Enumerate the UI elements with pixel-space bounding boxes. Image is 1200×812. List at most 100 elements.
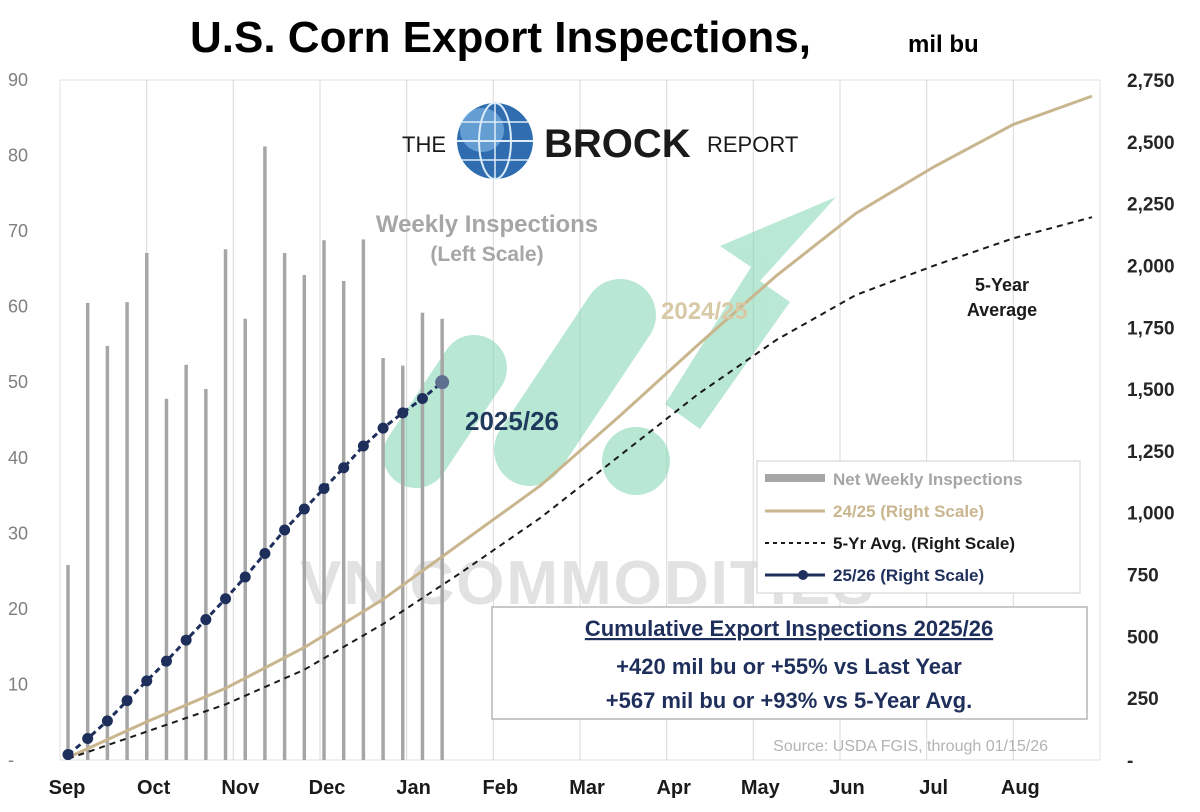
line-25-26-point [435, 375, 450, 390]
x-axis-tick: May [741, 777, 781, 799]
weekly-bar [263, 146, 267, 760]
right-axis-tick: 750 [1127, 566, 1159, 587]
summary-box: Cumulative Export Inspections 2025/26 +4… [491, 606, 1088, 720]
weekly-bar [105, 345, 110, 760]
line-5yr-avg [67, 216, 1093, 760]
x-axis-tick: Apr [656, 777, 691, 799]
left-axis-tick: 30 [8, 523, 28, 543]
weekly-bar [145, 253, 149, 760]
line-25-26-point [141, 675, 153, 687]
right-axis-tick: 1,000 [1127, 504, 1175, 525]
summary-box-frame [491, 606, 1088, 720]
weekly-bar [440, 318, 444, 760]
globe-highlight [460, 108, 504, 152]
right-axis-tick: 2,750 [1127, 71, 1175, 92]
line-25-26-point [180, 634, 192, 646]
x-axis-tick: Feb [483, 777, 519, 799]
line-25-26-point [82, 732, 94, 744]
left-axis-tick: - [8, 750, 14, 770]
chart-title-unit: mil bu [908, 31, 979, 58]
line-25-26-point [338, 462, 350, 474]
source-note: Source: USDA FGIS, through 01/15/26 [773, 738, 1048, 755]
trend-arrow-bar-2 [494, 279, 656, 486]
legend-label-24-25: 24/25 (Right Scale) [833, 502, 984, 521]
x-axis-tick: Aug [1001, 777, 1040, 799]
weekly-inspections-sublabel: (Left Scale) [430, 243, 543, 266]
legend-label-25-26: 25/26 (Right Scale) [833, 566, 984, 585]
right-axis-tick: 250 [1127, 689, 1159, 710]
weekly-bar [125, 302, 129, 760]
line-25-26-point [416, 392, 428, 404]
left-axis-tick: 50 [8, 372, 28, 392]
weekly-bar [361, 239, 366, 760]
legend-box [756, 460, 1081, 594]
label-2025-26: 2025/26 [465, 406, 559, 436]
line-25-26-point [298, 503, 310, 515]
legend-label-weekly: Net Weekly Inspections [833, 470, 1023, 489]
left-axis-tick: 80 [8, 146, 28, 166]
weekly-bar [282, 253, 287, 760]
left-axis-tick: 20 [8, 599, 28, 619]
x-axis-tick: Jun [829, 777, 865, 799]
legend-swatch-25-26-marker [798, 570, 808, 580]
x-axis-tick: Oct [137, 777, 171, 799]
line-25-26-point [397, 407, 409, 419]
weekly-bar [381, 358, 385, 760]
chart-title: U.S. Corn Export Inspections, [190, 13, 811, 62]
x-axis-tick: Dec [309, 777, 346, 799]
weekly-bar [401, 365, 405, 760]
weekly-bar [204, 389, 208, 760]
left-axis-tick: 90 [8, 70, 28, 90]
weekly-bar [243, 318, 247, 760]
summary-title: Cumulative Export Inspections 2025/26 [585, 616, 993, 641]
weekly-bar [420, 312, 425, 760]
line-25-26-point [377, 422, 389, 434]
weekly-bar [184, 364, 188, 760]
right-axis-tick: 1,750 [1127, 318, 1175, 339]
line-24-25 [67, 94, 1093, 759]
weekly-bar [223, 249, 228, 760]
line-25-26-point [259, 548, 271, 560]
label-2024-25: 2024/25 [661, 298, 748, 325]
left-axis-tick: 70 [8, 221, 28, 241]
summary-line-1: +420 mil bu or +55% vs Last Year [616, 654, 962, 679]
left-axis-tick: 60 [8, 297, 28, 317]
weekly-inspection-bars [66, 146, 444, 760]
line-25-26-point [220, 593, 232, 605]
weekly-bar [66, 565, 70, 760]
right-axis-tick: - [1127, 751, 1133, 772]
weekly-bar [341, 280, 346, 760]
line-25-26-point [62, 749, 74, 761]
brock-report-logo: THE BROCK REPORT [402, 102, 798, 180]
summary-line-2: +567 mil bu or +93% vs 5-Year Avg. [606, 688, 972, 713]
line-25-26-point [239, 571, 251, 583]
legend: Net Weekly Inspections 24/25 (Right Scal… [756, 460, 1081, 594]
weekly-bar [164, 398, 169, 760]
weekly-bar [85, 302, 90, 760]
line-25-26-point [121, 695, 133, 707]
trend-arrows-graphic [383, 197, 836, 495]
trend-arrow-bar-1 [383, 335, 507, 488]
legend-swatch-weekly [765, 474, 825, 482]
right-axis-tick: 500 [1127, 627, 1159, 648]
weekly-bar [322, 240, 326, 760]
line-25-26-point [101, 715, 113, 727]
line-25-26-point [318, 482, 330, 494]
legend-label-5yr: 5-Yr Avg. (Right Scale) [833, 534, 1015, 553]
weekly-inspections-label: Weekly Inspections [376, 211, 598, 238]
weekly-bar [302, 274, 307, 760]
trend-arrow-dot [602, 427, 670, 495]
left-axis-tick: 10 [8, 674, 28, 694]
line-25-26-point [200, 614, 212, 626]
right-axis-tick: 2,500 [1127, 133, 1175, 154]
logo-the: THE [402, 132, 446, 157]
x-axis-tick: Sep [49, 777, 86, 799]
left-axis-ticks: 90 80 70 60 50 40 30 20 10 - [8, 70, 28, 770]
right-axis-ticks: 2,750 2,500 2,250 2,000 1,750 1,500 1,250 1,000… [1127, 71, 1175, 772]
right-axis-tick: 2,250 [1127, 195, 1175, 216]
line-25-26-point [160, 655, 172, 667]
line-25-26-markers [62, 375, 450, 761]
x-axis-tick: Mar [569, 777, 605, 799]
logo-brock: BROCK [544, 122, 691, 166]
